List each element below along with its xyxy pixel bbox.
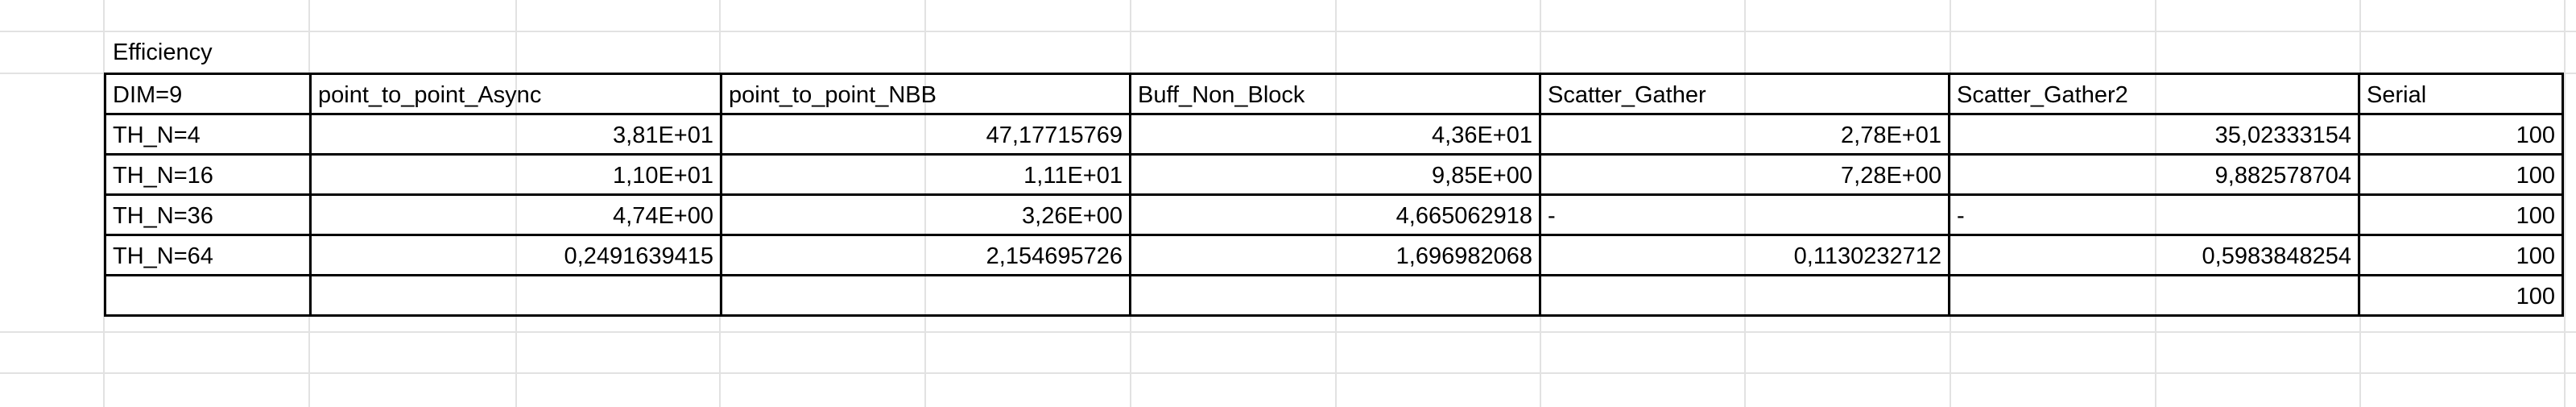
value-cell[interactable]: 100 [2358,274,2564,317]
value-cell[interactable]: 7,28E+00 [1539,153,1950,196]
value-cell[interactable]: 9,882578704 [1948,153,2360,196]
header-cell[interactable]: DIM=9 [104,73,312,115]
row-label-cell[interactable]: TH_N=16 [104,153,312,196]
value-cell[interactable]: 3,26E+00 [720,193,1131,236]
value-cell[interactable]: 0,2491639415 [309,234,722,276]
value-cell[interactable]: 35,02333154 [1948,113,2360,156]
value-cell[interactable]: 3,81E+01 [309,113,722,156]
value-cell[interactable]: - [1539,193,1950,236]
value-cell[interactable]: - [1948,193,2360,236]
value-cell[interactable]: 100 [2358,153,2564,196]
row-label-cell[interactable]: TH_N=64 [104,234,312,276]
efficiency-table: DIM=9 point_to_point_Async point_to_poin… [104,73,2564,317]
value-cell[interactable] [1539,274,1950,317]
value-cell[interactable]: 100 [2358,113,2564,156]
row-label-cell[interactable] [104,274,312,317]
table-row: TH_N=4 3,81E+01 47,17715769 4,36E+01 2,7… [104,113,2564,156]
header-cell[interactable]: point_to_point_Async [309,73,722,115]
header-row: DIM=9 point_to_point_Async point_to_poin… [104,73,2564,115]
value-cell[interactable]: 0,5983848254 [1948,234,2360,276]
value-cell[interactable]: 2,154695726 [720,234,1131,276]
value-cell[interactable]: 100 [2358,193,2564,236]
value-cell[interactable] [720,274,1131,317]
grid-line [2564,0,2566,407]
header-cell[interactable]: point_to_point_NBB [720,73,1131,115]
header-cell[interactable]: Scatter_Gather2 [1948,73,2360,115]
value-cell[interactable]: 2,78E+01 [1539,113,1950,156]
value-cell[interactable] [1129,274,1541,317]
grid-line [0,372,2576,374]
value-cell[interactable]: 0,1130232712 [1539,234,1950,276]
row-label-cell[interactable]: TH_N=4 [104,113,312,156]
header-cell[interactable]: Buff_Non_Block [1129,73,1541,115]
value-cell[interactable]: 1,10E+01 [309,153,722,196]
table-row: TH_N=16 1,10E+01 1,11E+01 9,85E+00 7,28E… [104,153,2564,196]
value-cell[interactable] [309,274,722,317]
table-row: TH_N=64 0,2491639415 2,154695726 1,69698… [104,234,2564,276]
row-label-cell[interactable]: TH_N=36 [104,193,312,236]
value-cell[interactable]: 4,36E+01 [1129,113,1541,156]
value-cell[interactable]: 4,74E+00 [309,193,722,236]
header-cell[interactable]: Serial [2358,73,2564,115]
table-row: TH_N=36 4,74E+00 3,26E+00 4,665062918 - … [104,193,2564,236]
value-cell[interactable]: 1,696982068 [1129,234,1541,276]
grid-line [0,31,2576,32]
value-cell[interactable]: 4,665062918 [1129,193,1541,236]
value-cell[interactable]: 1,11E+01 [720,153,1131,196]
value-cell[interactable]: 9,85E+00 [1129,153,1541,196]
value-cell[interactable]: 100 [2358,234,2564,276]
grid-line [103,0,105,407]
cell-title[interactable]: Efficiency [113,39,213,65]
value-cell[interactable]: 47,17715769 [720,113,1131,156]
table-row: 100 [104,274,2564,317]
header-cell[interactable]: Scatter_Gather [1539,73,1950,115]
grid-line [0,331,2576,333]
value-cell[interactable] [1948,274,2360,317]
